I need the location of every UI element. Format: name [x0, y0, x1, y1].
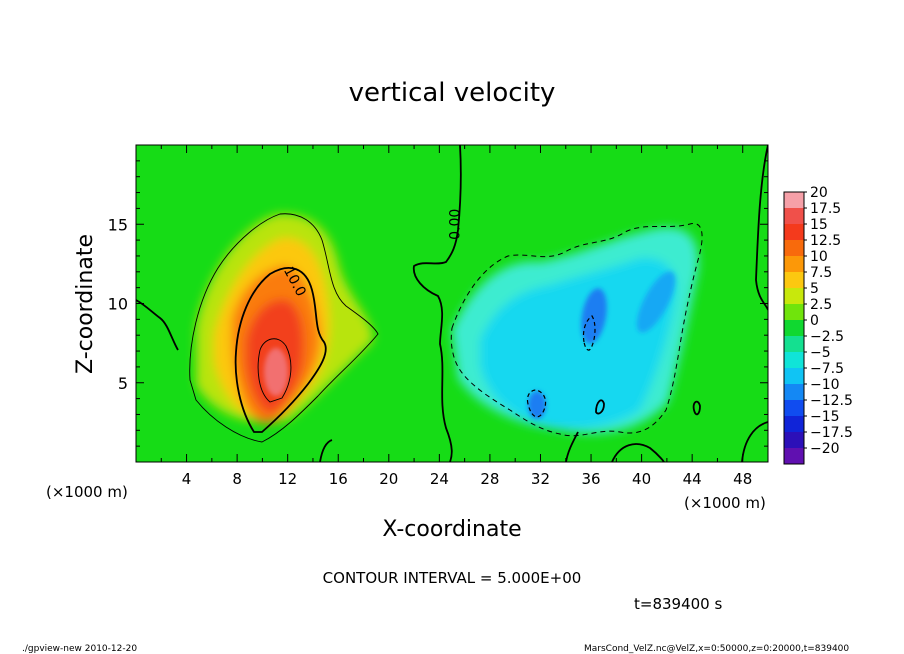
x-tick-label: 12	[278, 470, 297, 488]
colorbar-swatch	[784, 320, 804, 337]
contour-minus10-a	[582, 315, 596, 351]
y-tick-label: 5	[118, 374, 128, 393]
colorbar-label: −12.5	[810, 393, 853, 409]
contour-labels: 10.00.00	[280, 209, 464, 300]
contour-minus5	[450, 223, 703, 437]
colorbar-label: 10	[810, 249, 828, 265]
y-tick-label: 10	[108, 295, 128, 314]
colorbar-label: 20	[810, 185, 828, 201]
time-text: t=839400 s	[634, 595, 722, 613]
contour-label: 0.00	[448, 209, 464, 240]
x-axis-unit-left: (×1000 m)	[46, 483, 128, 501]
colorbar-swatch	[784, 304, 804, 321]
x-tick-label: 4	[182, 470, 192, 488]
x-tick-label: 32	[531, 470, 550, 488]
x-tick-label: 44	[683, 470, 702, 488]
colorbar-swatch	[784, 384, 804, 401]
footer-left: ./gpview-new 2010-12-20	[22, 644, 137, 654]
colorbar-swatch	[784, 368, 804, 385]
x-tick-label: 24	[430, 470, 449, 488]
updraft-peak	[264, 348, 288, 396]
colorbar-swatch	[784, 240, 804, 257]
x-tick-label: 36	[581, 470, 600, 488]
colorbar-swatch	[784, 288, 804, 305]
contour-5	[189, 213, 379, 443]
colorbar-label: 15	[810, 217, 828, 233]
contour-zero-left-edge	[136, 299, 179, 351]
colorbar-label: −10	[810, 377, 840, 393]
colorbar: 2017.51512.5107.552.50−2.5−5−7.5−10−12.5…	[783, 185, 853, 465]
y-axis-label: Z-coordinate	[73, 234, 98, 374]
colorbar-label: 12.5	[810, 233, 841, 249]
x-tick-label: 8	[232, 470, 242, 488]
colorbar-swatch	[784, 400, 804, 417]
contour-10	[234, 267, 327, 433]
footer-right: MarsCond_VelZ.nc@VelZ,x=0:50000,z=0:2000…	[584, 644, 849, 654]
contour-minus10-b	[526, 389, 547, 418]
colorbar-label: −20	[810, 441, 840, 457]
x-tick-label: 48	[733, 470, 752, 488]
plot-area	[136, 145, 768, 462]
x-tick-label: 20	[379, 470, 398, 488]
colorbar-label: −15	[810, 409, 840, 425]
colorbar-label: −17.5	[810, 425, 853, 441]
x-axis-label: X-coordinate	[382, 517, 521, 542]
y-tick-label: 15	[108, 215, 128, 234]
colorbar-label: 2.5	[810, 297, 832, 313]
colorbar-swatch	[784, 336, 804, 353]
downdraft-cores	[528, 271, 676, 419]
colorbar-swatch	[784, 224, 804, 241]
colorbar-frame	[783, 191, 805, 465]
x-tick-label: 16	[329, 470, 348, 488]
contour-zero-islands	[595, 399, 701, 416]
field-shading-downdraft	[452, 227, 699, 434]
colorbar-label: 5	[810, 281, 819, 297]
contour-15	[257, 338, 292, 403]
colorbar-label: −7.5	[810, 361, 844, 377]
colorbar-label: 7.5	[810, 265, 832, 281]
colorbar-swatch	[784, 256, 804, 273]
contour-lines	[136, 145, 768, 462]
colorbar-label: −5	[810, 345, 831, 361]
colorbar-swatch	[784, 192, 804, 209]
contour-zero	[412, 145, 462, 462]
colorbar-swatch	[784, 208, 804, 225]
contour-zero-bottom-left	[319, 439, 333, 462]
y-axis-ticks: 5 10 15	[108, 160, 768, 447]
downdraft-cyan-region	[480, 257, 677, 429]
x-axis-unit-right: (×1000 m)	[684, 494, 766, 512]
contour-interval-text: CONTOUR INTERVAL = 5.000E+00	[323, 569, 582, 587]
chart-title: vertical velocity	[349, 78, 556, 108]
colorbar-swatch	[784, 448, 804, 465]
x-tick-label: 40	[632, 470, 651, 488]
colorbar-swatch	[784, 272, 804, 289]
colorbar-swatch	[784, 416, 804, 433]
x-axis-ticks: 4 8 12 16 20 24 28 32 36 40 44 48	[160, 145, 769, 488]
colorbar-swatch	[784, 432, 804, 449]
colorbar-label: 0	[810, 313, 819, 329]
colorbar-label: 17.5	[810, 201, 841, 217]
colorbar-label: −2.5	[810, 329, 844, 345]
x-tick-label: 28	[480, 470, 499, 488]
colorbar-swatch	[784, 352, 804, 369]
